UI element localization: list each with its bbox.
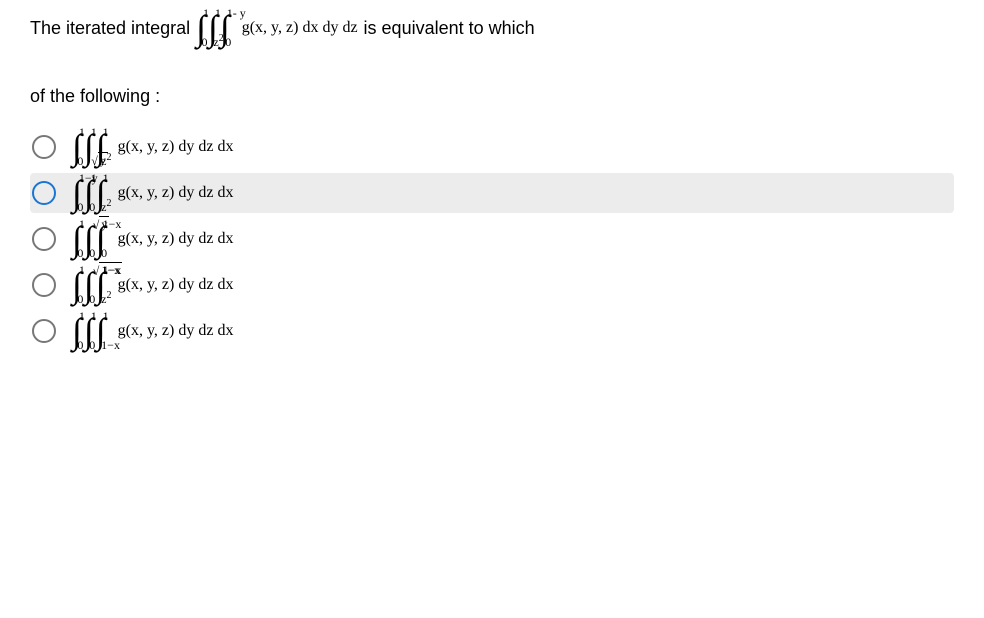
radio-icon <box>32 273 56 297</box>
option-2-formula: ∫1−y0 ∫10 ∫1z2 g(x, y, z) dy dz dx <box>72 175 233 211</box>
options-group: ∫10 ∫1y ∫1z2 g(x, y, z) dy dz dx ∫1−y0 ∫… <box>30 127 954 351</box>
radio-icon <box>32 319 56 343</box>
question-stem: The iterated integral ∫10 ∫1z2 ∫1- y0 g(… <box>30 10 954 46</box>
option-3-formula: ∫10 ∫y0 ∫1−x0 g(x, y, z) dy dz dx <box>72 221 233 257</box>
stem-integral: ∫10 ∫1z2 ∫1- y0 g(x, y, z) dx dy dz <box>196 10 357 46</box>
option-1-formula: ∫10 ∫1y ∫1z2 g(x, y, z) dy dz dx <box>72 129 233 165</box>
option-5-formula: ∫10 ∫10 ∫11−x g(x, y, z) dy dz dx <box>72 313 233 349</box>
question-afterline: of the following : <box>30 86 954 107</box>
question-prefix: The iterated integral <box>30 18 190 39</box>
option-5[interactable]: ∫10 ∫10 ∫11−x g(x, y, z) dy dz dx <box>30 311 954 351</box>
radio-icon <box>32 135 56 159</box>
option-4[interactable]: ∫10 ∫1−x0 ∫1−xz2 g(x, y, z) dy dz dx <box>30 265 954 305</box>
radio-icon <box>32 227 56 251</box>
option-3[interactable]: ∫10 ∫y0 ∫1−x0 g(x, y, z) dy dz dx <box>30 219 954 259</box>
option-1[interactable]: ∫10 ∫1y ∫1z2 g(x, y, z) dy dz dx <box>30 127 954 167</box>
radio-icon <box>32 181 56 205</box>
stem-integrand: g(x, y, z) dx dy dz <box>242 19 358 37</box>
option-4-formula: ∫10 ∫1−x0 ∫1−xz2 g(x, y, z) dy dz dx <box>72 267 233 303</box>
option-2[interactable]: ∫1−y0 ∫10 ∫1z2 g(x, y, z) dy dz dx <box>30 173 954 213</box>
question-suffix: is equivalent to which <box>364 18 535 39</box>
